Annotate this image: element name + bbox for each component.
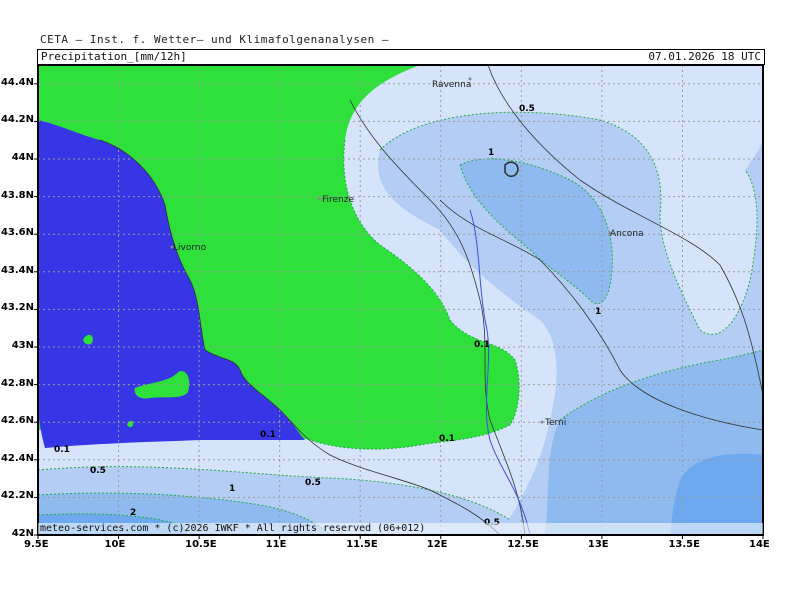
credit-text: meteo-services.com * (c)2026 IWKF * All … [40,523,426,534]
lake-trasimeno [504,161,519,178]
lat-tick-label: 42.8N [0,377,34,389]
city-label-livorno: Livorno [173,243,207,253]
city-label-ancona: Ancona [610,229,644,239]
elba-island [134,371,190,399]
contour-label: 1 [488,148,494,158]
lon-tick-label: 11.5E [346,539,378,550]
city-label-firenze: Firenze [322,195,354,205]
lat-tick-label: 43N [11,340,34,351]
lat-tick-label: 42.4N [0,452,34,464]
contour-label: 1 [229,484,235,494]
lon-tick-label: 9.5E [24,539,49,550]
lat-tick-label: 43.4N [0,264,34,276]
credit-bar [38,523,763,534]
contour-label: 0.1 [260,430,276,440]
city-label-ravenna: Ravenna [432,80,471,90]
contour-label: 0.5 [305,478,321,488]
lat-tick-label: 44.2N [0,114,34,126]
tyrrhenian-sea [38,120,305,448]
coastline-west [99,139,501,535]
model-title: CETA — Inst. f. Wetter— und Klimafolgena… [40,33,390,46]
lon-tick-label: 10.5E [185,539,217,550]
lat-tick-label: 42.2N [0,490,34,502]
lat-tick-label: 42N [11,528,34,539]
lat-tick-label: 44.4N [0,76,34,88]
lat-tick-label: 43.8N [0,189,34,201]
precip-1-to-2-area-east [460,158,613,304]
lon-tick-label: 12.5E [507,539,539,550]
capraia-island [83,334,93,345]
lon-tick-label: 12E [426,539,448,550]
contour-label: 2 [130,508,136,518]
lon-tick-label: 14E [749,539,770,550]
lat-tick-label: 43.2N [0,302,34,314]
map-frame [37,64,764,536]
contour-label: 0.1 [439,434,455,444]
coastline-east [487,65,763,396]
lon-tick-label: 13E [587,539,609,550]
variable-label: Precipitation_[mm/12h] [41,50,187,63]
region-border-1 [349,99,526,535]
contour-label: 1 [595,307,601,317]
lon-tick-label: 13.5E [668,539,700,550]
contour-label: 0.5 [90,466,106,476]
lat-tick-label: 43.6N [0,227,34,239]
lat-tick-label: 44N [11,152,34,163]
contour-label: 0.1 [474,340,490,350]
tiber-river [469,209,531,535]
contour-label: 0.1 [54,445,70,455]
precip-gt-2-area [670,453,763,535]
contour-label: 0.5 [519,104,535,114]
lat-tick-label: 42.6N [0,415,34,427]
city-label-terni: Terni [544,418,566,428]
region-border-2 [439,199,763,431]
valid-time: 07.01.2026 18 UTC [648,50,761,63]
lon-tick-label: 10E [104,539,126,550]
lon-tick-label: 11E [265,539,287,550]
